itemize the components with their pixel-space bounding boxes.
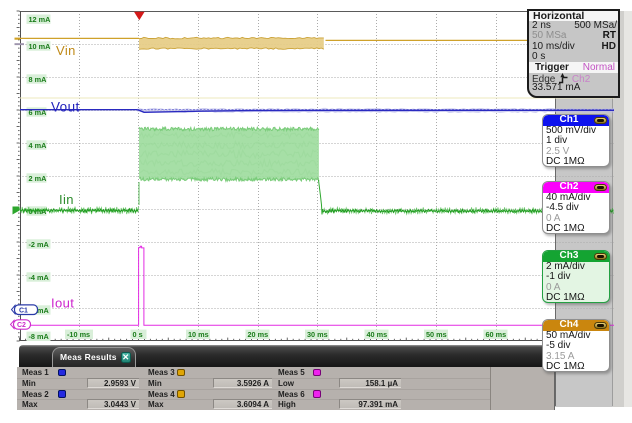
svg-text:-6 mA: -6 mA xyxy=(29,306,50,315)
svg-text:2 mA: 2 mA xyxy=(29,174,48,183)
svg-text:-2 mA: -2 mA xyxy=(29,240,50,249)
svg-text:30 ms: 30 ms xyxy=(307,330,328,339)
svg-text:Vin: Vin xyxy=(56,43,76,58)
svg-text:20 ms: 20 ms xyxy=(248,330,269,339)
svg-text:10 mA: 10 mA xyxy=(29,42,52,51)
svg-text:-8 mA: -8 mA xyxy=(29,332,50,341)
svg-text:Vout: Vout xyxy=(51,99,80,114)
svg-text:0 mA: 0 mA xyxy=(29,207,48,216)
svg-text:Iout: Iout xyxy=(51,296,74,311)
svg-text:40 ms: 40 ms xyxy=(367,330,388,339)
svg-text:60 ms: 60 ms xyxy=(486,330,507,339)
svg-text:C1: C1 xyxy=(19,307,28,314)
svg-text:Iin: Iin xyxy=(59,192,74,207)
svg-text:12 mA: 12 mA xyxy=(29,15,52,24)
svg-text:-4 mA: -4 mA xyxy=(29,273,50,282)
svg-text:6 mA: 6 mA xyxy=(29,108,48,117)
svg-text:C2: C2 xyxy=(17,322,26,329)
svg-text:4 mA: 4 mA xyxy=(29,141,48,150)
svg-text:10 ms: 10 ms xyxy=(188,330,209,339)
svg-text:50 ms: 50 ms xyxy=(426,330,447,339)
svg-text:-10 ms: -10 ms xyxy=(67,330,90,339)
svg-text:8 mA: 8 mA xyxy=(29,75,48,84)
svg-text:0 s: 0 s xyxy=(133,330,143,339)
